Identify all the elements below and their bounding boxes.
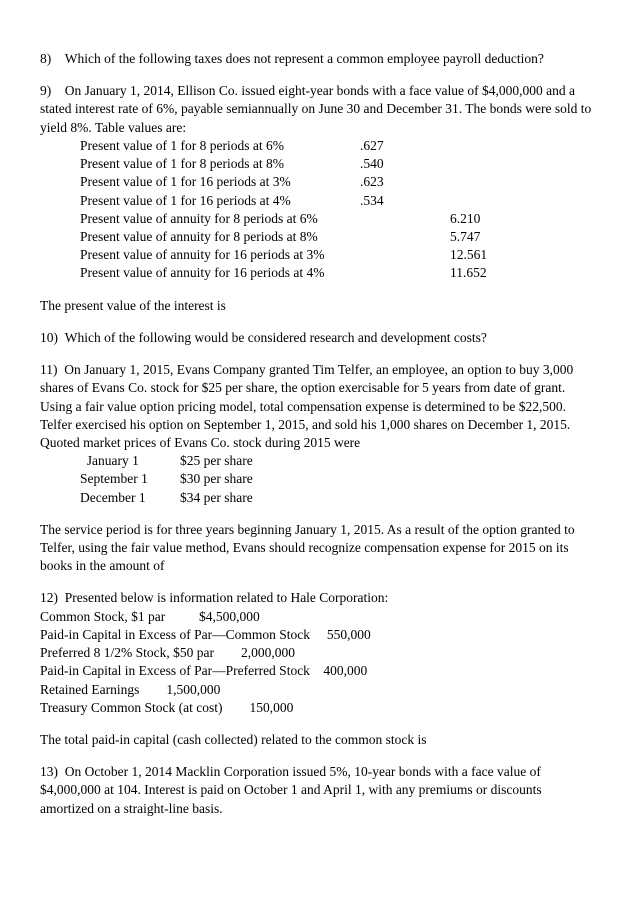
hale-line: Common Stock, $1 par $4,500,000 — [40, 608, 598, 626]
q12-tail-block: The total paid-in capital (cash collecte… — [40, 731, 598, 749]
pv-label: Present value of annuity for 16 periods … — [80, 264, 360, 282]
pv-row: Present value of annuity for 8 periods a… — [40, 210, 598, 228]
pv-val2: 5.747 — [450, 228, 520, 246]
pv-label: Present value of 1 for 8 periods at 8% — [80, 155, 360, 173]
pv-row: Present value of annuity for 8 periods a… — [40, 228, 598, 246]
document-page: 8) Which of the following taxes does not… — [0, 0, 638, 872]
pv-val2 — [450, 155, 520, 173]
pv-label: Present value of 1 for 8 periods at 6% — [80, 137, 360, 155]
price-amt: $34 per share — [180, 489, 280, 507]
q9-num: 9) — [40, 83, 51, 98]
q12-intro: 12) Presented below is information relat… — [40, 589, 598, 607]
pv-row: Present value of 1 for 8 periods at 8% .… — [40, 155, 598, 173]
q10-body: Which of the following would be consider… — [65, 330, 487, 345]
price-date: December 1 — [80, 489, 180, 507]
q10-text: 10) Which of the following would be cons… — [40, 329, 598, 347]
q11-tail-block: The service period is for three years be… — [40, 521, 598, 576]
hale-line: Preferred 8 1/2% Stock, $50 par 2,000,00… — [40, 644, 598, 662]
price-amt: $30 per share — [180, 470, 280, 488]
pv-val1 — [360, 210, 450, 228]
question-8: 8) Which of the following taxes does not… — [40, 50, 598, 68]
pv-val1 — [360, 246, 450, 264]
q9-tail-block: The present value of the interest is — [40, 297, 598, 315]
q12-num: 12) — [40, 590, 58, 605]
pv-val2 — [450, 173, 520, 191]
q9-tail: The present value of the interest is — [40, 297, 598, 315]
q13-body: On October 1, 2014 Macklin Corporation i… — [40, 764, 542, 815]
q13-text: 13) On October 1, 2014 Macklin Corporati… — [40, 763, 598, 818]
price-row: January 1 $25 per share — [40, 452, 598, 470]
question-12: 12) Presented below is information relat… — [40, 589, 598, 717]
q9-body: On January 1, 2014, Ellison Co. issued e… — [40, 83, 591, 134]
pv-row: Present value of annuity for 16 periods … — [40, 246, 598, 264]
price-row: December 1 $34 per share — [40, 489, 598, 507]
hale-line: Treasury Common Stock (at cost) 150,000 — [40, 699, 598, 717]
question-10: 10) Which of the following would be cons… — [40, 329, 598, 347]
q11-intro: 11) On January 1, 2015, Evans Company gr… — [40, 361, 598, 452]
q11-num: 11) — [40, 362, 58, 377]
pv-val2: 12.561 — [450, 246, 520, 264]
q11-price-table: January 1 $25 per share September 1 $30 … — [40, 452, 598, 507]
pv-val1 — [360, 264, 450, 282]
q13-num: 13) — [40, 764, 58, 779]
pv-row: Present value of 1 for 16 periods at 4% … — [40, 192, 598, 210]
price-amt: $25 per share — [180, 452, 280, 470]
q10-num: 10) — [40, 330, 58, 345]
q12-body: Presented below is information related t… — [65, 590, 389, 605]
pv-label: Present value of 1 for 16 periods at 4% — [80, 192, 360, 210]
pv-row: Present value of 1 for 16 periods at 3% … — [40, 173, 598, 191]
pv-val2 — [450, 137, 520, 155]
question-9: 9) On January 1, 2014, Ellison Co. issue… — [40, 82, 598, 282]
pv-val2: 6.210 — [450, 210, 520, 228]
pv-val2 — [450, 192, 520, 210]
q11-tail: The service period is for three years be… — [40, 521, 598, 576]
pv-label: Present value of annuity for 8 periods a… — [80, 228, 360, 246]
q8-num: 8) — [40, 51, 51, 66]
hale-line: Paid-in Capital in Excess of Par—Common … — [40, 626, 598, 644]
pv-val1: .627 — [360, 137, 450, 155]
q12-tail: The total paid-in capital (cash collecte… — [40, 731, 598, 749]
question-13: 13) On October 1, 2014 Macklin Corporati… — [40, 763, 598, 818]
pv-val1: .540 — [360, 155, 450, 173]
pv-val1: .534 — [360, 192, 450, 210]
pv-val2: 11.652 — [450, 264, 520, 282]
hale-line: Retained Earnings 1,500,000 — [40, 681, 598, 699]
q8-text: 8) Which of the following taxes does not… — [40, 50, 598, 68]
pv-val1 — [360, 228, 450, 246]
price-date: September 1 — [80, 470, 180, 488]
q9-table: Present value of 1 for 8 periods at 6% .… — [40, 137, 598, 283]
hale-line: Paid-in Capital in Excess of Par—Preferr… — [40, 662, 598, 680]
pv-row: Present value of 1 for 8 periods at 6% .… — [40, 137, 598, 155]
pv-label: Present value of annuity for 8 periods a… — [80, 210, 360, 228]
q9-intro: 9) On January 1, 2014, Ellison Co. issue… — [40, 82, 598, 137]
price-row: September 1 $30 per share — [40, 470, 598, 488]
question-11: 11) On January 1, 2015, Evans Company gr… — [40, 361, 598, 507]
pv-val1: .623 — [360, 173, 450, 191]
price-date: January 1 — [80, 452, 180, 470]
pv-label: Present value of 1 for 16 periods at 3% — [80, 173, 360, 191]
q8-body: Which of the following taxes does not re… — [65, 51, 544, 66]
q11-body: On January 1, 2015, Evans Company grante… — [40, 362, 573, 450]
pv-label: Present value of annuity for 16 periods … — [80, 246, 360, 264]
pv-row: Present value of annuity for 16 periods … — [40, 264, 598, 282]
